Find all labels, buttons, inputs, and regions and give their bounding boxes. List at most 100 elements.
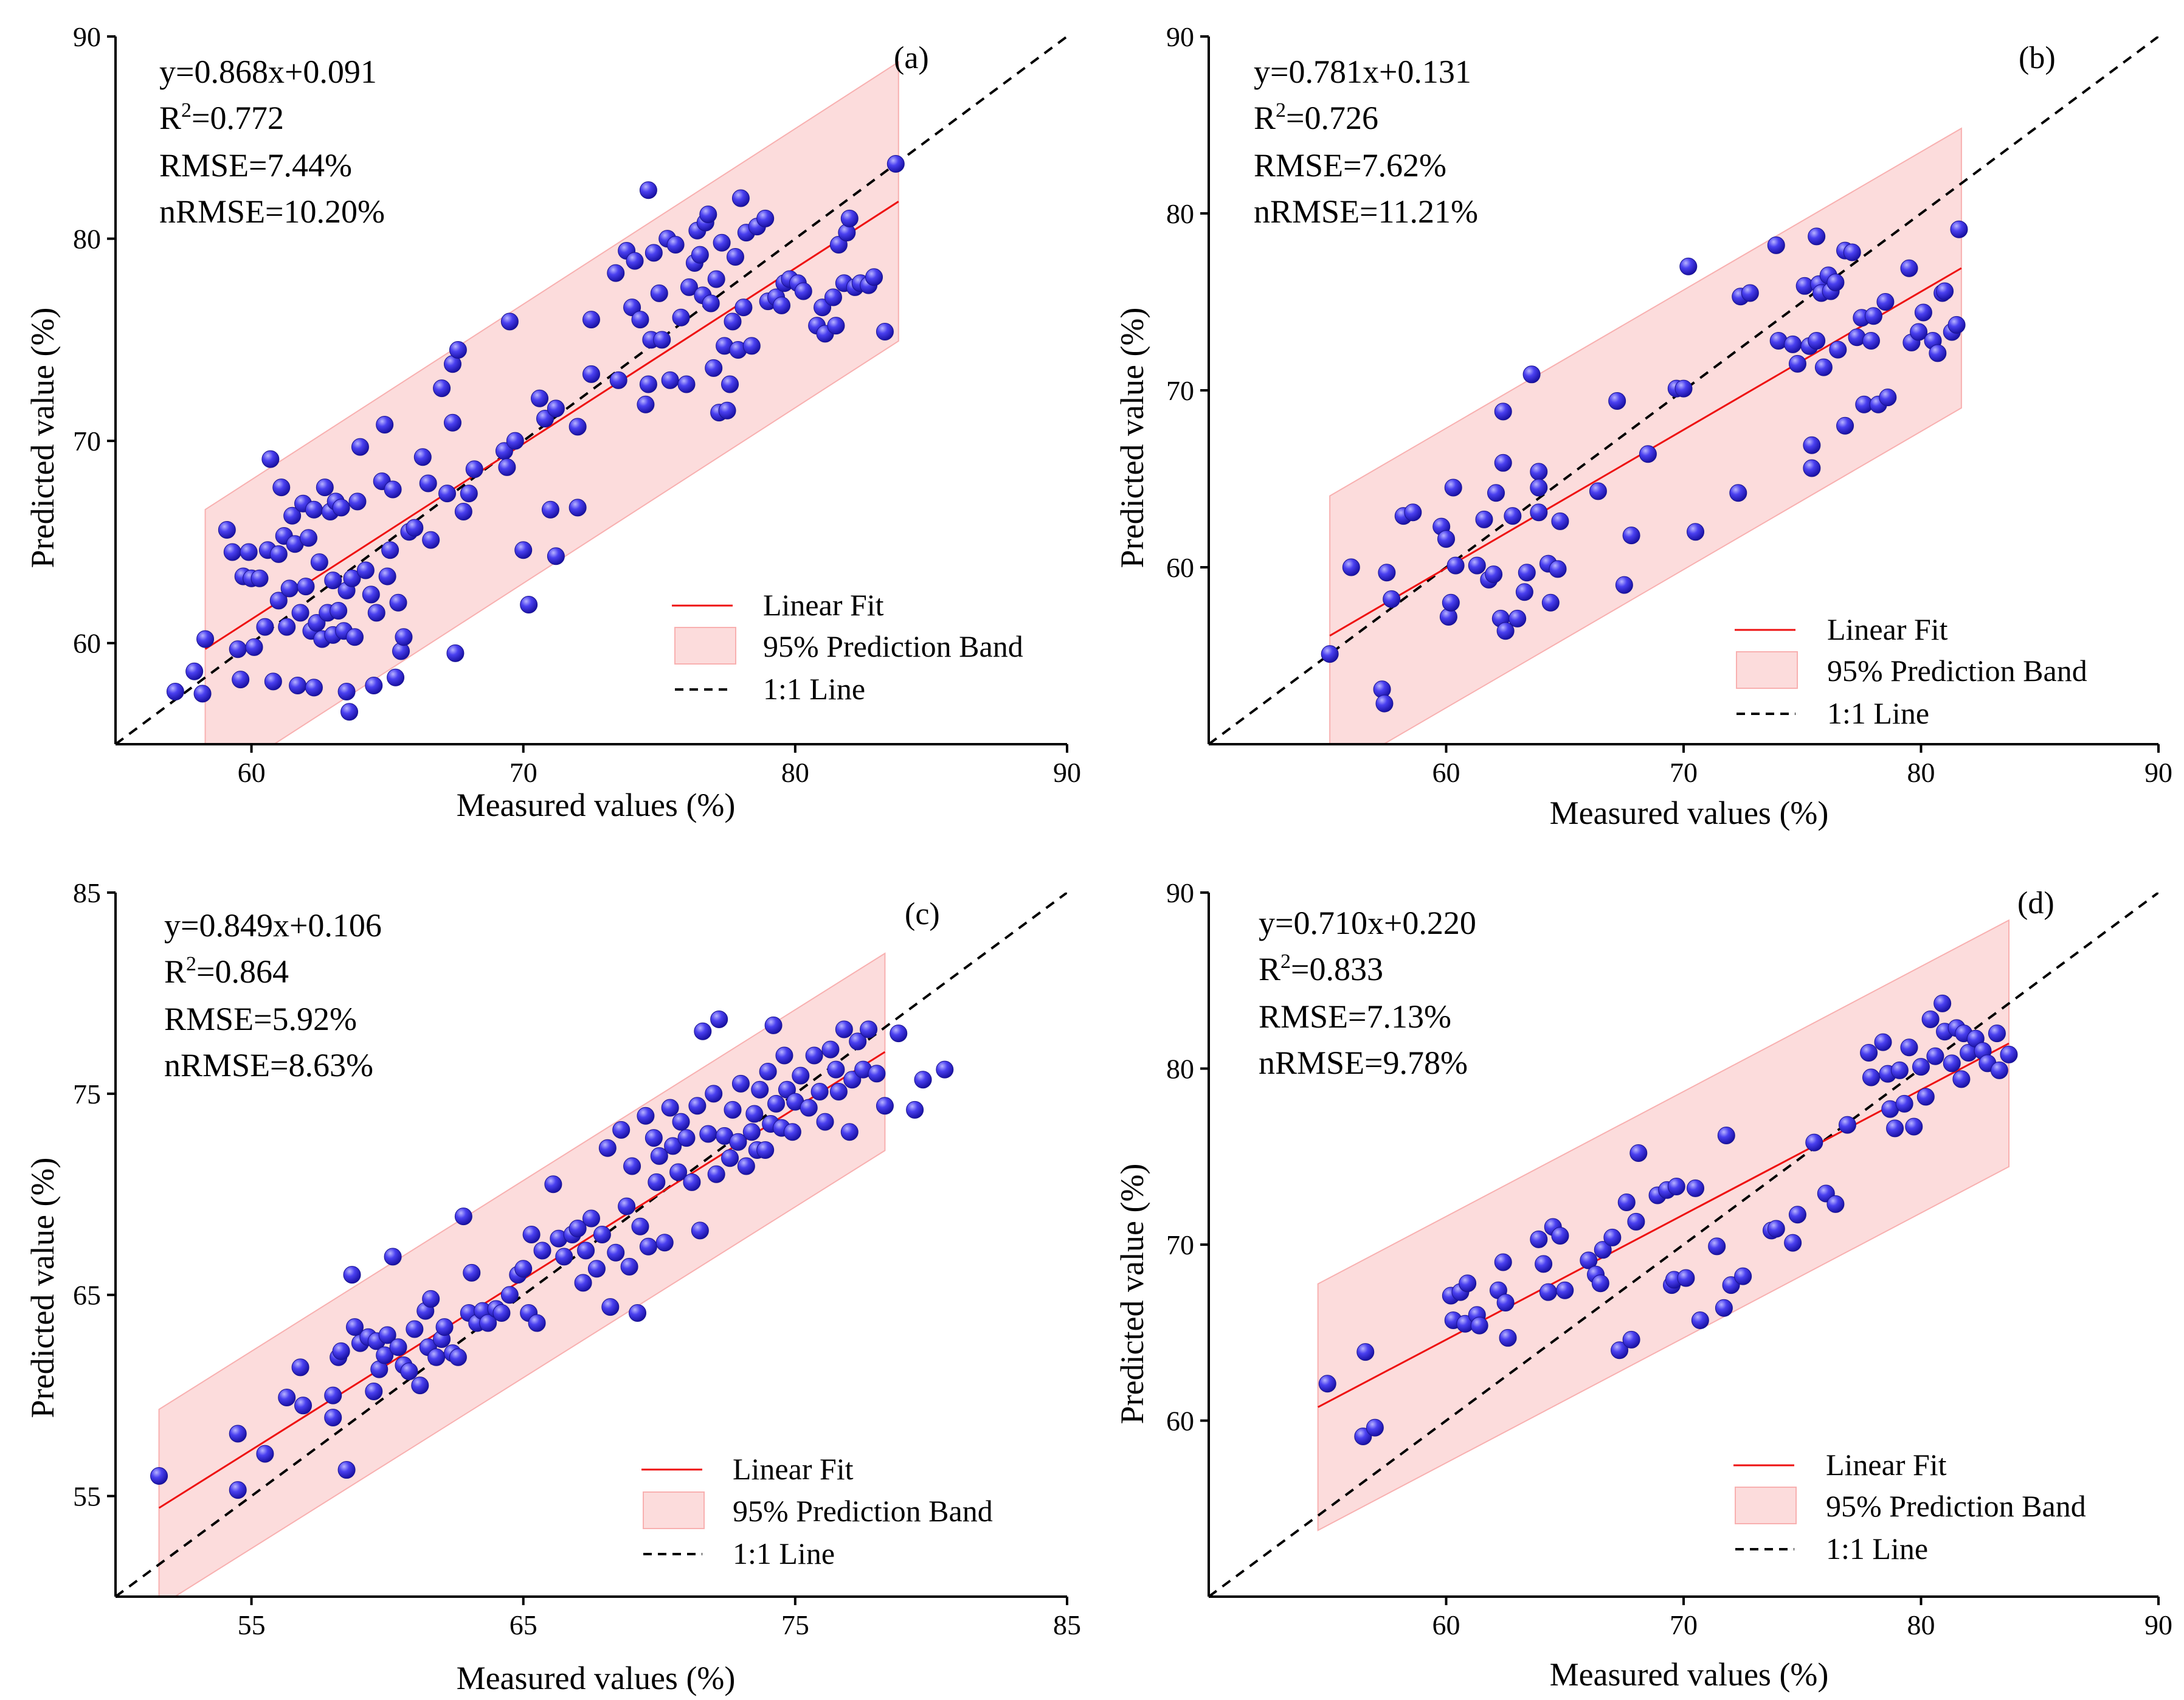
data-point [691,1221,709,1240]
data-point [814,299,832,317]
data-point [389,1338,407,1356]
legend-b: Linear Fit 95% Prediction Band 1:1 Line [1735,612,2087,730]
data-point [463,1263,481,1282]
data-point [724,313,742,331]
data-point [256,1445,274,1463]
data-point [1667,1177,1685,1195]
data-point [816,1113,834,1131]
data-point [330,602,348,620]
data-point [906,1101,924,1119]
legend-band-label-d: 95% Prediction Band [1826,1489,2086,1523]
data-point [332,499,350,517]
data-point [278,1388,296,1406]
data-point [607,264,625,282]
data-point [587,1260,606,1278]
x-tick-label: 60 [238,757,266,788]
data-point [365,677,383,695]
plot-area-c: 55 65 75 85 55 65 75 85 [73,877,1081,1640]
data-point [1530,463,1548,481]
data-point [677,1129,696,1147]
data-point [644,1129,663,1147]
data-point [269,592,288,610]
equation-c: y=0.849x+0.106 [164,907,382,944]
data-point [446,644,465,662]
data-point [251,569,269,587]
nrmse-b: nRMSE=11.21% [1254,193,1478,230]
data-point [620,1257,638,1276]
panel-a: 60 70 80 90 60 70 80 90 Measured values (%) Pre… [24,21,1081,823]
data-point [639,181,657,199]
x-tick-label: 80 [781,757,809,788]
data-point [395,628,413,646]
data-point [232,671,250,689]
data-point [1594,1241,1612,1259]
data-point [1910,323,1928,341]
legend-fit-label-d: Linear Fit [1826,1448,1947,1482]
data-point [637,395,655,413]
data-point [324,1409,342,1427]
data-point [1580,1251,1598,1270]
data-point [1496,1294,1515,1312]
data-point [1843,243,1861,261]
panel-d: 60 70 80 90 60 70 80 90 Measured values (%) Pre… [1114,877,2172,1693]
y-tick-label: 65 [73,1280,101,1311]
data-point [1876,293,1895,311]
data-point [308,613,326,632]
legend-band-swatch-c [643,1491,705,1529]
data-point [835,1020,853,1038]
data-point [1530,479,1548,497]
data-point [639,1237,657,1256]
data-point [1622,1330,1640,1349]
data-point [1375,694,1394,713]
data-point [677,375,696,393]
data-point [514,541,533,559]
data-point [756,1141,775,1159]
data-point [1860,1043,1878,1062]
data-point [1933,994,1952,1012]
panel-tag-a: (a) [894,41,929,75]
data-point [419,474,437,492]
rmse-b: RMSE=7.62% [1254,147,1446,184]
data-point [193,685,212,703]
data-point [1518,564,1536,582]
data-point [1515,583,1533,601]
y-tick-label: 80 [1166,1054,1194,1085]
x-axis-label-d: Measured values (%) [1550,1656,1829,1693]
data-point [1674,379,1693,398]
data-point [805,1046,823,1065]
data-point [229,640,247,658]
data-point [443,413,461,432]
data-point [1767,236,1785,254]
data-point [544,1175,562,1194]
data-point [256,618,274,636]
data-point [1862,1068,1880,1087]
data-point [1926,1047,1944,1065]
data-point [223,543,241,561]
data-point [1383,590,1401,608]
data-point [280,579,299,598]
legend-identity-label-a: 1:1 Line [763,672,865,706]
y-axis-label-b: Predicted value (%) [1114,308,1150,568]
data-point [840,209,859,227]
data-point [378,567,396,586]
data-point [294,1397,313,1415]
data-point [764,1016,783,1034]
data-point [718,401,736,420]
equation-b: y=0.781x+0.131 [1254,54,1471,90]
x-tick-label: 75 [781,1609,809,1640]
data-point [1805,1133,1823,1152]
data-point [506,432,524,450]
data-point [648,1173,666,1191]
data-point [272,479,291,497]
data-point [936,1060,954,1079]
data-point [1936,282,1954,300]
data-point [1708,1237,1726,1256]
data-point [427,1348,446,1366]
data-point [705,1085,723,1103]
data-point [376,1346,394,1364]
data-point [411,1377,429,1395]
data-point [568,1220,587,1238]
data-point [637,1107,655,1125]
data-point [726,248,744,266]
data-point [541,500,559,519]
